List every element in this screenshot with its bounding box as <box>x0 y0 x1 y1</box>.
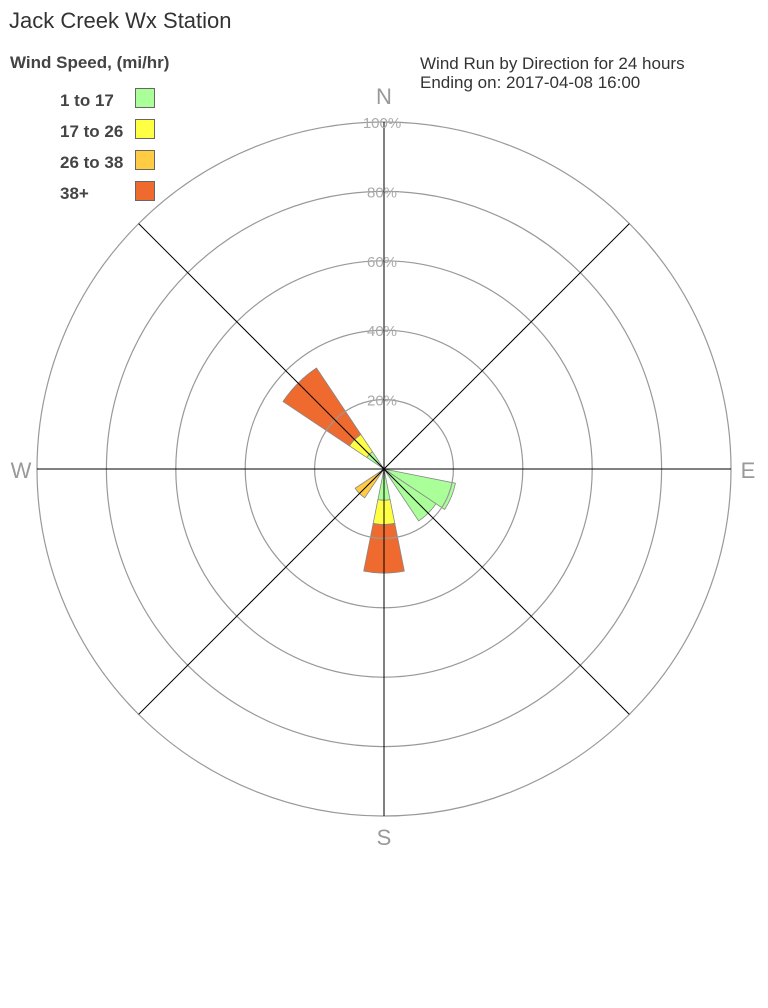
legend-swatch <box>135 181 155 201</box>
legend-label: 26 to 38 <box>60 153 124 172</box>
legend-item: 1 to 17 <box>60 88 160 110</box>
compass-label-s: S <box>377 825 392 850</box>
compass-label-w: W <box>11 458 32 483</box>
radial-tick-label: 80% <box>367 184 397 201</box>
chart-title: Jack Creek Wx Station <box>9 8 232 33</box>
legend-title: Wind Speed, (mi/hr) <box>10 53 170 72</box>
chart-end-time: Ending on: 2017-04-08 16:00 <box>420 73 641 92</box>
legend-swatch <box>135 150 155 170</box>
legend-label: 38+ <box>60 184 89 203</box>
wind-rose-labels: 20% 40% 60% 80% 100% N E S W <box>11 84 756 850</box>
legend-swatch <box>135 119 155 139</box>
radial-tick-label: 60% <box>367 254 397 271</box>
radial-tick-label: 100% <box>363 115 401 132</box>
chart-subtitle: Wind Run by Direction for 24 hours <box>420 54 685 73</box>
legend-item: 26 to 38 <box>60 150 160 172</box>
wind-wedge-ese <box>383 468 456 511</box>
legend-label: 17 to 26 <box>60 122 124 141</box>
radial-tick-label: 40% <box>367 323 397 340</box>
radial-tick-label: 20% <box>367 393 397 410</box>
compass-label-e: E <box>741 458 756 483</box>
compass-label-n: N <box>376 84 392 109</box>
legend-swatch <box>135 88 155 108</box>
wind-rose-grid <box>36 121 732 817</box>
legend-item: 38+ <box>60 181 160 203</box>
grid-spoke <box>138 223 630 715</box>
legend-item: 17 to 26 <box>60 119 160 141</box>
legend-label: 1 to 17 <box>60 91 114 110</box>
